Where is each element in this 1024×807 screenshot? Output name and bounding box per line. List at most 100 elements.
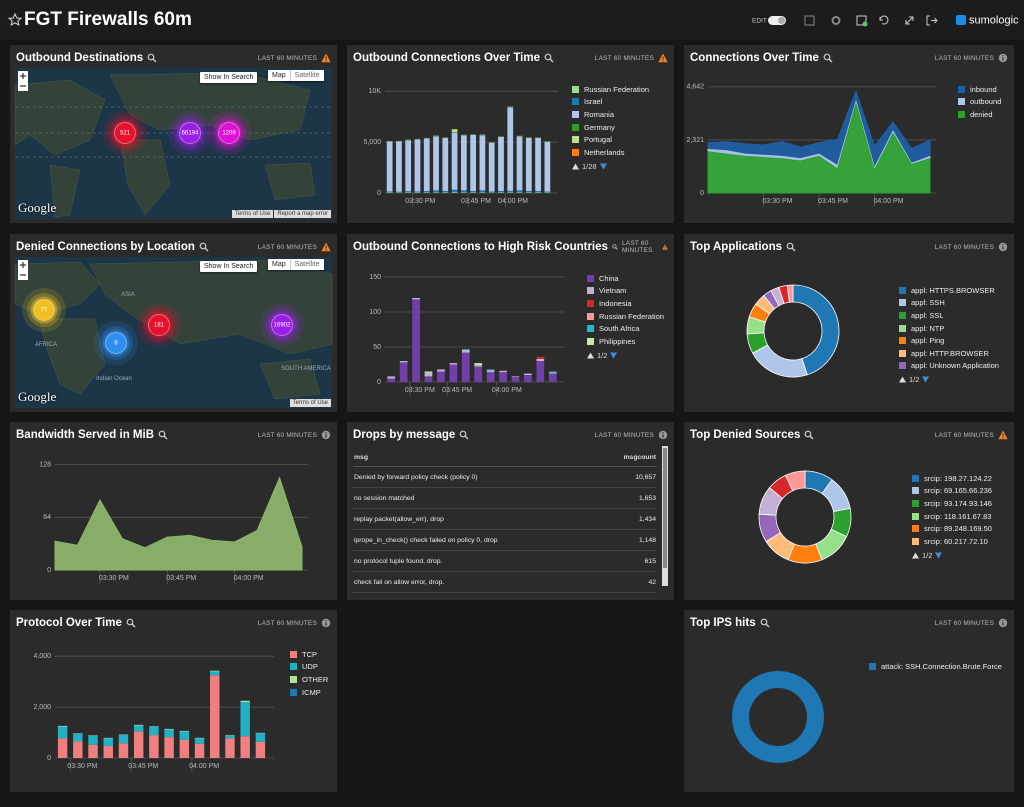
map-attribution-link[interactable]: Terms of Use bbox=[289, 399, 331, 407]
pager-prev[interactable] bbox=[587, 352, 594, 359]
map-attribution-link[interactable]: Report a map error bbox=[274, 210, 331, 218]
map-cluster[interactable]: 181 bbox=[137, 303, 181, 347]
map-type-option[interactable]: Map bbox=[268, 259, 290, 270]
pager-prev[interactable] bbox=[899, 376, 906, 383]
share-icon[interactable] bbox=[926, 15, 938, 26]
legend-label: appl: HTTPS.BROWSER bbox=[911, 285, 995, 295]
bar-segment bbox=[474, 366, 483, 382]
legend-item[interactable]: Russian Federation bbox=[587, 310, 664, 323]
legend-item[interactable]: UDP bbox=[290, 661, 328, 674]
legend-item[interactable]: appl: SSH bbox=[899, 297, 999, 310]
legend-swatch bbox=[899, 324, 906, 332]
schedule-icon[interactable] bbox=[856, 15, 867, 26]
show-in-search-button[interactable]: Show In Search bbox=[200, 261, 258, 272]
bar-segment bbox=[486, 372, 495, 382]
pager-next[interactable] bbox=[599, 163, 607, 170]
panel-title: Drops by message bbox=[353, 429, 456, 441]
legend-item[interactable]: Romania bbox=[572, 108, 649, 121]
search-icon[interactable] bbox=[804, 430, 814, 440]
legend-item[interactable]: srcip: 118.161.67.83 bbox=[912, 510, 992, 523]
legend-item[interactable]: Germany bbox=[572, 121, 649, 134]
legend-item[interactable]: inbound bbox=[958, 83, 1001, 96]
legend-item[interactable]: appl: HTTP.BROWSER bbox=[899, 347, 999, 360]
zoom-control[interactable] bbox=[18, 71, 28, 91]
legend-swatch bbox=[912, 499, 919, 507]
legend-swatch bbox=[899, 337, 906, 345]
bar-segment bbox=[396, 191, 402, 193]
scrollbar[interactable] bbox=[662, 446, 668, 586]
pager-next[interactable] bbox=[922, 376, 930, 383]
map-cluster[interactable]: 77 bbox=[22, 288, 66, 332]
search-icon[interactable] bbox=[823, 53, 833, 63]
map-cluster[interactable]: 8 bbox=[94, 321, 138, 365]
map-cluster[interactable]: 16902 bbox=[260, 303, 304, 347]
legend-item[interactable]: srcip: 198.27.124.22 bbox=[912, 472, 992, 485]
map-type-option[interactable]: Satellite bbox=[289, 70, 324, 81]
legend-item[interactable]: Israel bbox=[572, 96, 649, 109]
legend-item[interactable]: South Africa bbox=[587, 322, 664, 335]
search-icon[interactable] bbox=[147, 53, 157, 63]
legend-item[interactable]: China bbox=[587, 272, 664, 285]
bar-segment bbox=[461, 349, 470, 353]
search-icon[interactable] bbox=[158, 430, 168, 440]
legend-item[interactable]: appl: HTTPS.BROWSER bbox=[899, 284, 999, 297]
search-icon[interactable] bbox=[544, 53, 554, 63]
schedule-badge bbox=[862, 21, 868, 27]
settings-icon[interactable] bbox=[831, 16, 841, 25]
bar-segment bbox=[164, 737, 174, 758]
pager-prev[interactable] bbox=[572, 163, 579, 170]
legend-item[interactable]: srcip: 60.217.72.10 bbox=[912, 535, 992, 548]
add-panel-icon[interactable] bbox=[804, 15, 815, 26]
search-icon[interactable] bbox=[199, 242, 209, 252]
legend-item[interactable]: Philippines bbox=[587, 335, 664, 348]
legend-item[interactable]: srcip: 93.174.93.146 bbox=[912, 497, 992, 510]
map-cluster[interactable]: 521 bbox=[103, 111, 147, 155]
table-cell: 1,434 bbox=[598, 508, 657, 530]
search-icon[interactable] bbox=[126, 618, 136, 628]
zoom-control[interactable] bbox=[18, 260, 28, 280]
legend-item[interactable]: appl: SSL bbox=[899, 309, 999, 322]
legend-item[interactable]: appl: Ping bbox=[899, 334, 999, 347]
search-icon[interactable] bbox=[760, 618, 770, 628]
panel-canvas bbox=[732, 671, 824, 763]
legend-item[interactable]: Netherlands bbox=[572, 146, 649, 159]
map-cluster[interactable]: 1209 bbox=[207, 111, 251, 155]
legend-item[interactable]: ICMP bbox=[290, 686, 328, 699]
table-cell: no protocol tuple found, drop. bbox=[353, 550, 599, 572]
search-icon[interactable] bbox=[786, 242, 796, 252]
legend-item[interactable]: TCP bbox=[290, 648, 328, 661]
bar-segment bbox=[470, 192, 477, 193]
fullscreen-icon[interactable] bbox=[905, 16, 914, 25]
legend-item[interactable]: appl: NTP bbox=[899, 322, 999, 335]
map-type-option[interactable]: Satellite bbox=[289, 259, 324, 270]
legend-item[interactable]: srcip: 89.248.169.50 bbox=[912, 522, 992, 535]
legend-item[interactable]: appl: Unknown Application bbox=[899, 360, 999, 372]
legend-item[interactable]: srcip: 69.165.66.236 bbox=[912, 485, 992, 498]
favorite-star[interactable] bbox=[7, 12, 23, 27]
legend-item[interactable]: attack: SSH.Connection.Brute.Force bbox=[869, 660, 1002, 673]
map-attribution-link[interactable]: Terms of Use bbox=[231, 210, 274, 218]
legend-item[interactable]: OTHER bbox=[290, 673, 328, 686]
zoom-glyphs bbox=[20, 262, 26, 276]
bar-segment bbox=[179, 739, 190, 758]
legend-item[interactable]: Indonesia bbox=[587, 297, 664, 310]
search-icon[interactable] bbox=[612, 242, 618, 252]
pager-next[interactable] bbox=[935, 552, 943, 559]
refresh-icon[interactable] bbox=[879, 15, 889, 25]
legend-item[interactable]: Russian Federation bbox=[572, 83, 649, 96]
legend-item[interactable]: denied bbox=[958, 108, 1001, 121]
bar-segment bbox=[210, 671, 220, 676]
search-icon[interactable] bbox=[459, 430, 469, 440]
pager-next[interactable] bbox=[610, 352, 618, 359]
legend-item[interactable]: Vietnam bbox=[587, 285, 664, 298]
panel: ASIA AFRICA Indian Ocean SOUTH AMERICA 77 8 18… bbox=[10, 234, 337, 412]
bar-segment bbox=[255, 733, 266, 742]
legend-item[interactable]: outbound bbox=[958, 96, 1001, 109]
legend-item[interactable]: Portugal bbox=[572, 133, 649, 146]
pager-prev[interactable] bbox=[912, 552, 919, 559]
map-type-option[interactable]: Map bbox=[268, 70, 290, 81]
x-tick-label: 03:45 PM bbox=[128, 763, 158, 770]
show-in-search-button[interactable]: Show In Search bbox=[200, 72, 258, 83]
map-cluster[interactable]: 66194 bbox=[168, 111, 212, 155]
bar-segment bbox=[414, 139, 421, 192]
